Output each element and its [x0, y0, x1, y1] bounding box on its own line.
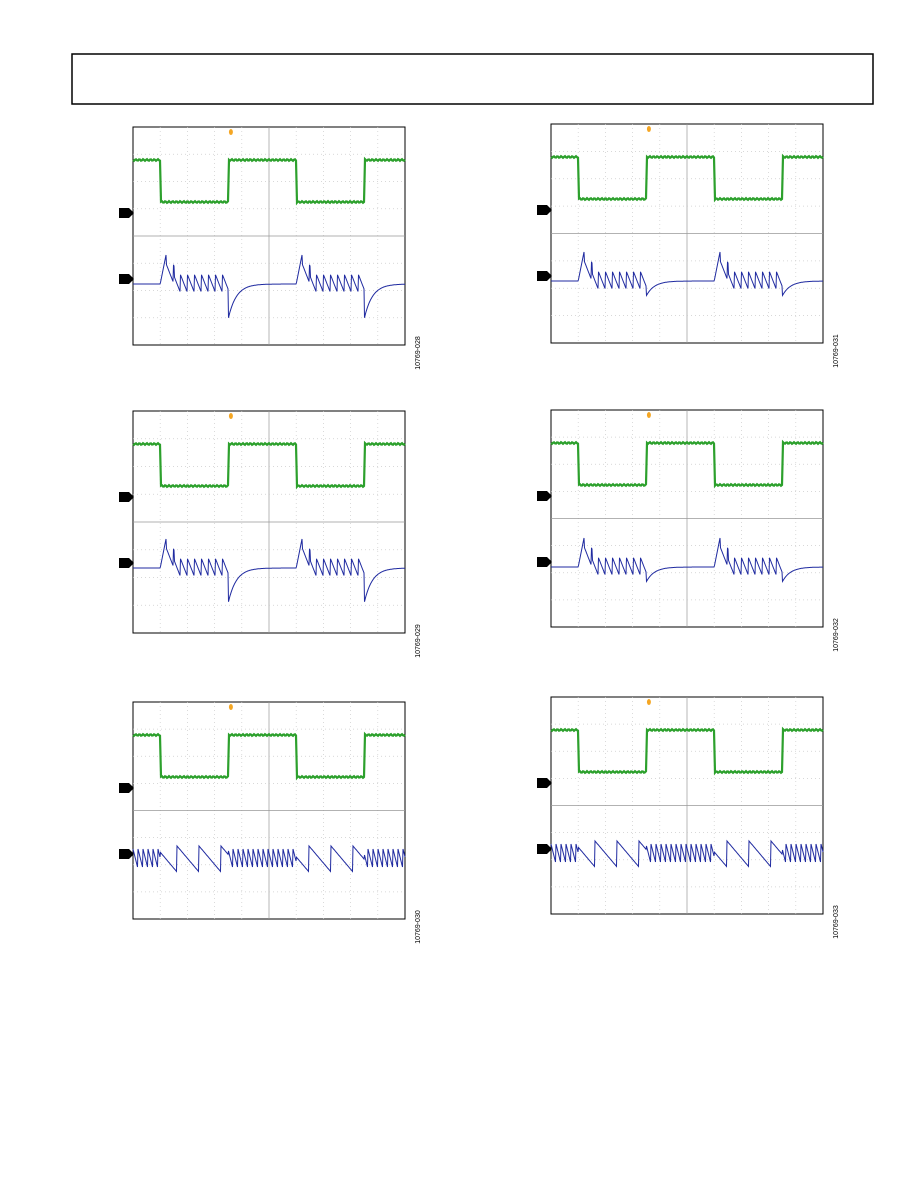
channel-2-trace — [132, 844, 406, 873]
figure-id: 10769-031 — [833, 334, 840, 368]
scope-panel: 10769-029 — [119, 410, 422, 658]
scope-panel: 10769-033 — [537, 696, 840, 939]
channel-marker — [119, 849, 134, 859]
channel-marker — [119, 783, 134, 793]
trigger-marker — [646, 699, 651, 705]
trigger-marker — [228, 129, 233, 135]
figure-id: 10769-033 — [833, 905, 840, 939]
channel-marker — [119, 274, 134, 284]
channel-marker — [119, 208, 134, 218]
channel-marker — [537, 557, 552, 567]
channel-1-trace — [550, 726, 824, 776]
figure-id: 10769-028 — [415, 336, 422, 370]
channel-2-trace — [551, 251, 823, 298]
scope-panel: 10769-030 — [119, 701, 422, 944]
trigger-marker — [228, 413, 233, 419]
scope-panel: 10769-032 — [537, 409, 840, 652]
trigger-marker — [646, 412, 651, 418]
channel-marker — [537, 778, 552, 788]
channel-1-trace — [132, 731, 406, 781]
trigger-marker — [646, 126, 651, 132]
channel-marker — [537, 205, 552, 215]
channel-marker — [537, 271, 552, 281]
channel-marker — [119, 492, 134, 502]
scope-panel: 10769-028 — [119, 126, 422, 370]
channel-1-trace — [550, 439, 824, 489]
channel-marker — [537, 844, 552, 854]
header-box — [71, 53, 874, 105]
channel-2-trace — [551, 537, 823, 584]
channel-marker — [537, 491, 552, 501]
channel-1-trace — [550, 153, 824, 203]
figure-id: 10769-029 — [415, 624, 422, 658]
channel-2-trace — [550, 839, 824, 868]
channel-marker — [119, 558, 134, 568]
trigger-marker — [228, 704, 233, 710]
channel-2-trace — [133, 254, 405, 318]
scope-panel: 10769-031 — [537, 123, 840, 368]
figure-id: 10769-032 — [833, 618, 840, 652]
channel-1-trace — [132, 440, 406, 490]
channel-2-trace — [133, 538, 405, 602]
channel-1-trace — [132, 156, 406, 206]
figure-id: 10769-030 — [415, 910, 422, 944]
